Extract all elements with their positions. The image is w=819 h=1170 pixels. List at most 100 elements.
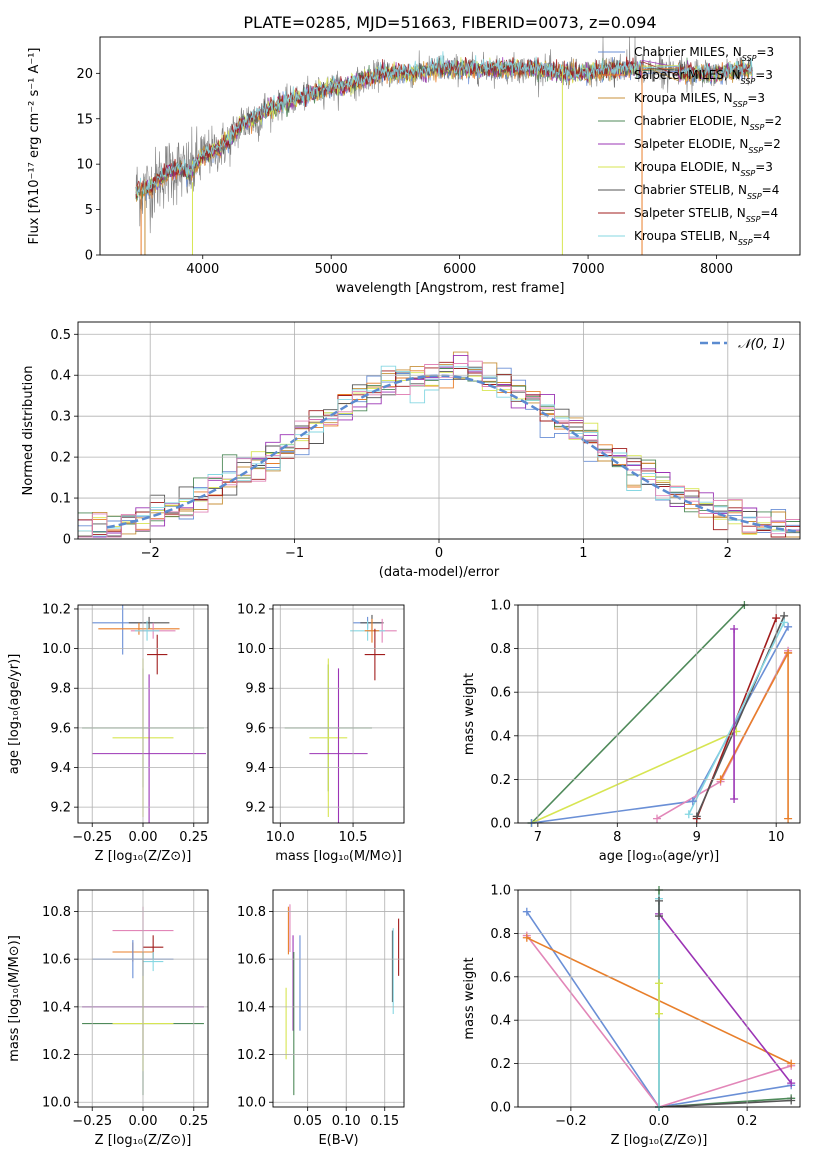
y-tick-label: 9.8 <box>50 682 71 697</box>
axes-frame <box>272 889 405 1108</box>
x-tick-label: 10.5 <box>339 830 368 845</box>
panel-residuals: −2 −1 0 1 2 0 0.1 0.2 0.3 0.4 0.5 (data-model)/erro… <box>21 321 801 580</box>
plus-marker <box>784 814 793 823</box>
weight-line <box>719 652 789 780</box>
x-tick-label: 10 <box>768 830 785 845</box>
x-axis-label: E(B-V) <box>318 1133 358 1148</box>
y-tick-label: 10.2 <box>42 1048 71 1063</box>
x-tick-label: 9 <box>693 830 701 845</box>
y-tick-label: 0.6 <box>490 686 511 701</box>
plus-marker <box>522 933 531 942</box>
y-tick-label: 10.0 <box>42 642 71 657</box>
y-axis-label: age [log₁₀(age/yr)] <box>7 654 22 775</box>
y-tick-label: 10.0 <box>237 642 266 657</box>
y-tick-label: 0 <box>63 533 71 548</box>
legend-label: Salpeter STELIB, NSSP=4 <box>634 206 778 224</box>
y-tick-label: 9.6 <box>50 721 71 736</box>
x-tick-label: 8 <box>613 830 621 845</box>
axes-frame <box>272 604 405 824</box>
x-tick-label: 0.00 <box>129 1114 158 1129</box>
y-tick-label: 0.0 <box>490 817 511 832</box>
legend-label: Chabrier ELODIE, NSSP=2 <box>634 114 782 132</box>
plot-area-age_vs_Z <box>82 605 206 823</box>
panel-weight_vs_Z: −0.2 0.0 0.2 0.0 0.2 0.4 0.6 0.8 1.0 Z [log₁₀(Z/Z… <box>462 884 801 1148</box>
x-tick-label: 1 <box>579 546 587 561</box>
plus-marker <box>688 797 697 806</box>
plus-marker <box>716 775 725 784</box>
x-tick-label: −1 <box>285 546 304 561</box>
y-tick-label: 0.2 <box>490 773 511 788</box>
y-tick-label: 0.3 <box>50 410 71 425</box>
plus-marker <box>655 912 663 921</box>
y-tick-label: 10.8 <box>42 905 71 920</box>
axes-frame <box>99 36 801 256</box>
legend: 𝒩(0, 1) <box>700 337 785 352</box>
legend-label: 𝒩(0, 1) <box>738 337 785 352</box>
plus-marker <box>787 1096 796 1105</box>
x-tick-label: 0.10 <box>332 1114 361 1129</box>
model-spectrum <box>135 56 753 199</box>
plus-marker <box>655 1009 663 1018</box>
y-tick-label: 10.6 <box>42 953 71 968</box>
y-tick-label: 9.6 <box>245 721 266 736</box>
y-tick-label: 0.4 <box>490 729 511 744</box>
x-tick-label: 0.25 <box>179 830 208 845</box>
x-axis-label: age [log₁₀(age/yr)] <box>599 849 720 864</box>
x-tick-label: 0.0 <box>649 1114 670 1129</box>
y-tick-label: 0.2 <box>490 1057 511 1072</box>
x-tick-label: 2 <box>724 546 732 561</box>
x-axis-label: Z [log₁₀(Z/Z⊙)] <box>95 1133 192 1148</box>
plus-marker <box>730 624 739 633</box>
plus-marker <box>784 622 793 631</box>
y-axis-label: Normed distribution <box>21 366 36 496</box>
plus-marker <box>787 1059 796 1068</box>
legend-label: Kroupa ELODIE, NSSP=3 <box>634 160 773 178</box>
y-tick-label: 10.2 <box>237 602 266 617</box>
x-tick-label: −2 <box>141 546 160 561</box>
y-axis-label: mass [log₁₀(M/M⊙)] <box>7 935 22 1062</box>
y-tick-label: 0.2 <box>50 451 71 466</box>
plus-marker <box>684 810 693 819</box>
axes-frame <box>517 889 801 1108</box>
x-tick-label: 0.2 <box>737 1114 758 1129</box>
plot-area-weight_vs_age <box>530 605 789 823</box>
y-tick-label: 15 <box>76 112 93 127</box>
chart-title: PLATE=0285, MJD=51663, FIBERID=0073, z=0… <box>243 13 656 32</box>
legend-label: Kroupa STELIB, NSSP=4 <box>634 229 770 247</box>
legend-label: Kroupa MILES, NSSP=3 <box>634 91 765 109</box>
axes-frame <box>77 604 209 824</box>
weight-line <box>530 605 745 823</box>
y-tick-label: 9.4 <box>50 761 71 776</box>
legend-label: Salpeter MILES, NSSP=3 <box>634 68 773 86</box>
x-tick-label: 5000 <box>315 262 348 277</box>
panel-age_vs_mass: 10.0 10.5 9.2 9.4 9.6 9.8 10.0 10.2 mass [log₁₀(… <box>237 602 405 864</box>
plus-marker <box>772 614 781 623</box>
panel-spectrum: 4000 5000 6000 7000 8000 0 5 10 15 20 wavelength [… <box>27 13 801 296</box>
panel-age_vs_Z: −0.25 0.00 0.25 9.2 9.4 9.6 9.8 10.0 10.2 Z [log₁… <box>7 602 209 864</box>
y-tick-label: 10.8 <box>237 905 266 920</box>
plot-area-mass_vs_ebv <box>285 904 400 1096</box>
panel-mass_vs_Z: −0.25 0.00 0.25 10.0 10.2 10.4 10.6 10.8 Z [log₁… <box>7 889 209 1148</box>
legend-label: Chabrier MILES, NSSP=3 <box>634 45 774 63</box>
x-tick-label: −0.25 <box>72 1114 112 1129</box>
x-tick-label: 7 <box>534 830 542 845</box>
panel-mass_vs_ebv: 0.05 0.10 0.15 10.0 10.2 10.4 10.6 10.8 E(B-V) <box>237 889 405 1148</box>
y-tick-label: 10.4 <box>42 1000 71 1015</box>
axes-frame <box>77 321 801 540</box>
y-tick-label: 9.2 <box>50 801 71 816</box>
x-tick-label: 0.25 <box>179 1114 208 1129</box>
normal-curve <box>106 374 800 534</box>
plus-marker <box>692 812 701 821</box>
plus-marker <box>787 1079 796 1088</box>
y-tick-label: 0.4 <box>50 369 71 384</box>
weight-line <box>656 650 789 820</box>
axes-frame <box>77 889 209 1108</box>
y-tick-label: 0.6 <box>490 970 511 985</box>
y-tick-label: 5 <box>85 203 93 218</box>
y-tick-label: 10.2 <box>42 602 71 617</box>
x-tick-label: 7000 <box>572 262 605 277</box>
plus-marker <box>653 814 662 823</box>
weight-line <box>695 615 785 817</box>
y-tick-label: 0.0 <box>490 1101 511 1116</box>
weight-line <box>688 622 785 815</box>
